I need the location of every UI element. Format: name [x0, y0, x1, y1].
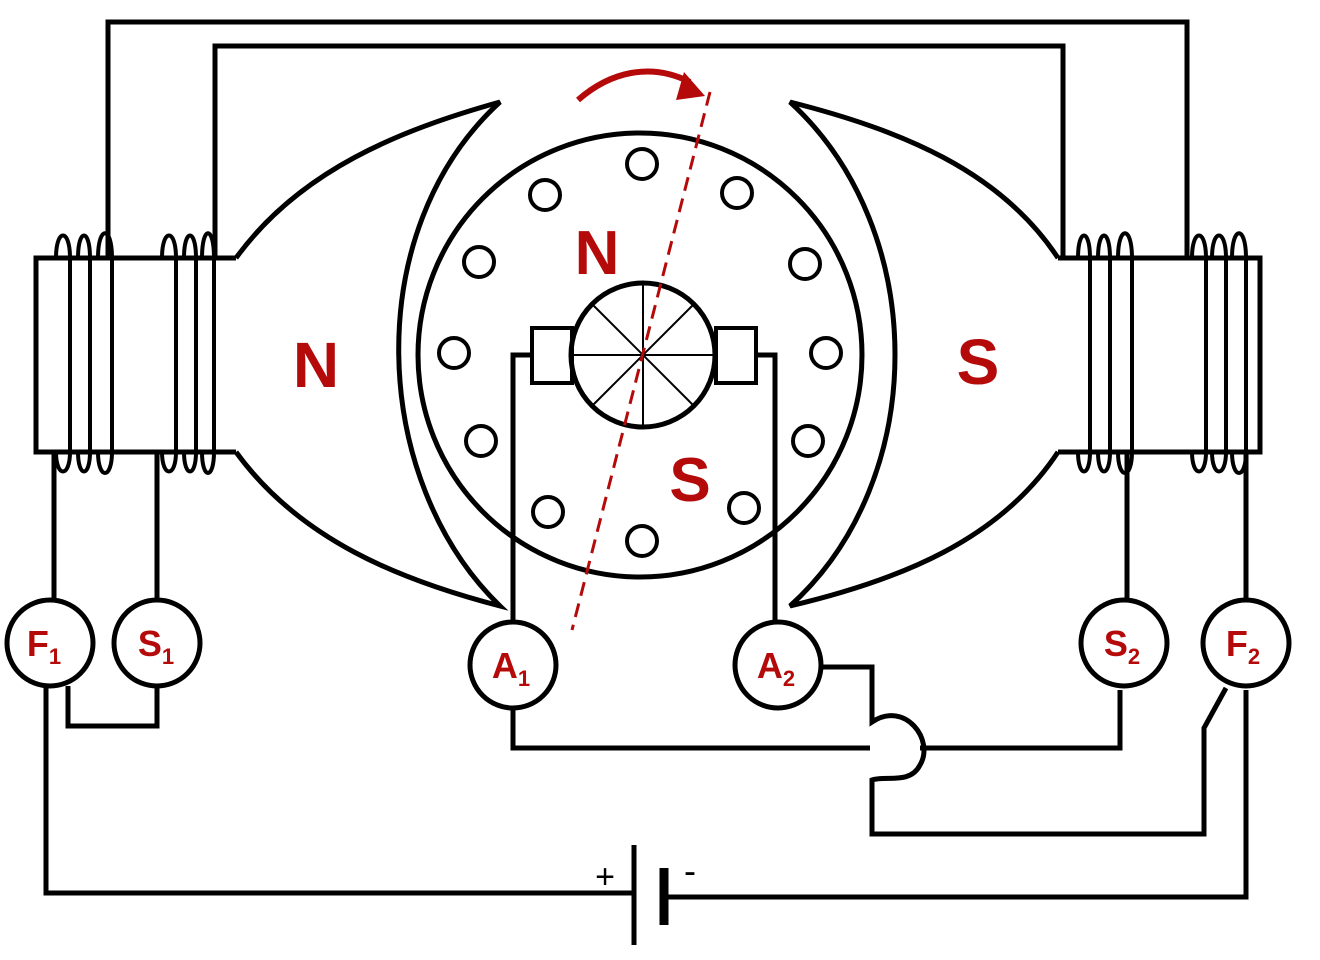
svg-text:S1: S1 [138, 623, 174, 669]
armature-slot [625, 147, 659, 181]
svg-text:A1: A1 [492, 645, 530, 691]
wire-f1-s1-link [65, 686, 160, 729]
brush-axis-line [570, 91, 712, 631]
armature-slot [437, 336, 471, 370]
terminal-f1-sub: 1 [49, 644, 61, 669]
wire-battery-positive [43, 686, 634, 896]
right-pole-shoe [788, 99, 1061, 609]
armature-slot [462, 245, 496, 279]
coil-right-series [1076, 231, 1134, 475]
terminal-s1: S1 [111, 597, 203, 689]
brush-right [714, 326, 758, 385]
terminal-a2-letter: A [757, 645, 783, 686]
left-pole-shoe [233, 99, 509, 611]
terminal-s2-letter: S [1104, 623, 1128, 664]
svg-text:F1: F1 [27, 623, 61, 669]
rotation-arrow-icon [576, 68, 705, 103]
svg-text:A2: A2 [757, 645, 795, 691]
svg-text:S2: S2 [1104, 623, 1140, 669]
terminal-f2-sub: 2 [1248, 644, 1260, 669]
terminal-f1: F1 [4, 597, 96, 689]
armature-slot [625, 524, 659, 558]
terminal-s1-sub: 1 [162, 644, 174, 669]
terminal-s2-sub: 2 [1128, 644, 1140, 669]
coil-left-series [160, 231, 216, 475]
wire-brush-a1 [510, 352, 532, 622]
terminal-a1: A1 [467, 619, 559, 711]
coil-left-field [54, 231, 114, 475]
coil-right-field [1190, 231, 1248, 475]
terminal-s1-letter: S [138, 623, 162, 664]
wire-a1-s2 [510, 688, 1123, 751]
terminal-f1-letter: F [27, 623, 49, 664]
wire-shunt-inner [212, 43, 1066, 258]
stator-right-pole-label: S [957, 326, 1000, 398]
armature-slot [788, 247, 822, 281]
armature-top-pole-label: N [575, 219, 620, 288]
armature-bottom-pole-label: S [669, 446, 710, 515]
terminal-s2: S2 [1078, 597, 1170, 689]
armature-slot [791, 424, 825, 458]
armature-slot [809, 336, 843, 370]
wire-a2-f2 [820, 664, 1229, 837]
terminal-a2-sub: 2 [783, 666, 795, 691]
armature-slot [531, 495, 565, 529]
terminal-a1-letter: A [492, 645, 518, 686]
armature [415, 130, 865, 580]
armature-slot [720, 176, 754, 210]
svg-text:F2: F2 [1226, 623, 1260, 669]
wire-battery-negative [664, 690, 1249, 900]
terminal-f2-letter: F [1226, 623, 1248, 664]
armature-slot [464, 424, 498, 458]
wire-shunt-outer [105, 19, 1190, 258]
right-stator-core [1058, 255, 1263, 455]
armature-slots [437, 147, 843, 558]
armature-slot [528, 178, 562, 212]
battery-negative-sign: - [684, 850, 696, 891]
left-stator-core [33, 255, 236, 455]
stator-left-pole-label: N [293, 329, 339, 401]
terminal-a1-sub: 1 [518, 666, 530, 691]
battery-icon [631, 845, 669, 945]
terminal-f2: F2 [1200, 597, 1292, 689]
armature-slot [727, 491, 761, 525]
wire-brush-a2 [756, 352, 778, 622]
terminal-a2: A2 [732, 619, 824, 711]
brush-left [530, 326, 574, 385]
battery-positive-sign: + [595, 858, 615, 896]
